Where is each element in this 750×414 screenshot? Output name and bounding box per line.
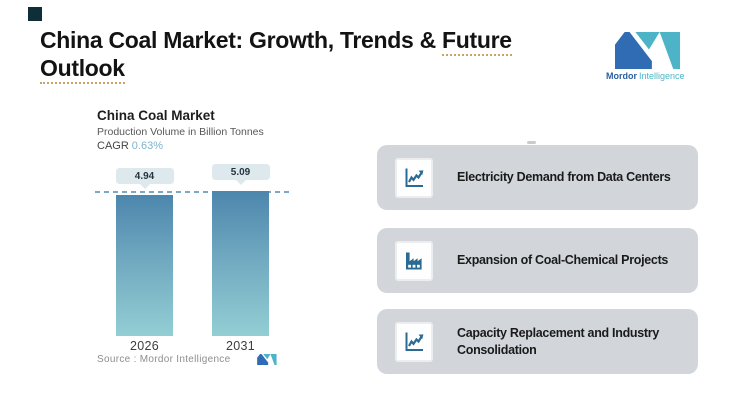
bar-2031: 5.09 2031 xyxy=(211,164,270,353)
x-axis-label-2026: 2026 xyxy=(129,339,160,353)
driver-card-label: Capacity Replacement and Industry Consol… xyxy=(457,326,659,357)
chart-title: China Coal Market xyxy=(97,108,215,123)
driver-card-electricity-demand[interactable]: Electricity Demand from Data Centers xyxy=(377,145,698,210)
cagr-label: CAGR xyxy=(97,140,129,152)
page-title: China Coal Market: Growth, Trends & Futu… xyxy=(40,26,512,84)
page-title-line2: Outlook xyxy=(40,55,125,84)
stray-mark xyxy=(527,141,536,144)
source-logo-icon xyxy=(257,354,278,365)
driver-card-coal-chemical[interactable]: Expansion of Coal-Chemical Projects xyxy=(377,228,698,293)
brand-name-light: Intelligence xyxy=(639,71,685,81)
source-row: Source : Mordor Intelligence xyxy=(97,354,278,365)
mordor-logo-icon xyxy=(615,32,681,69)
brand-name-bold: Mordor xyxy=(606,71,637,81)
factory-icon xyxy=(395,240,433,281)
mordor-logo-text: Mordor Intelligence xyxy=(606,71,685,81)
source-text: Source : Mordor Intelligence xyxy=(97,354,231,365)
bar-2026: 4.94 2026 xyxy=(115,168,174,353)
value-badge-2031: 5.09 xyxy=(211,164,270,180)
trend-chart-icon xyxy=(395,321,433,362)
driver-card-capacity-replacement[interactable]: Capacity Replacement and Industry Consol… xyxy=(377,309,698,374)
bar-plot: 4.94 2026 5.09 2031 xyxy=(95,164,300,353)
corner-square-decoration xyxy=(28,7,42,21)
driver-card-label: Electricity Demand from Data Centers xyxy=(457,170,671,185)
driver-card-label: Expansion of Coal-Chemical Projects xyxy=(457,253,669,268)
value-badge-2026: 4.94 xyxy=(115,168,174,185)
x-axis-label-2031: 2031 xyxy=(225,339,256,353)
reference-dashed-line xyxy=(95,191,292,193)
chart-cagr: CAGR 0.63% xyxy=(97,140,163,152)
cagr-value: 0.63% xyxy=(131,140,163,152)
driver-cards: Electricity Demand from Data Centers Exp… xyxy=(377,145,698,374)
page-title-text: China Coal Market: Growth, Trends & xyxy=(40,27,442,53)
mordor-logo: Mordor Intelligence xyxy=(606,32,705,81)
chart-subtitle: Production Volume in Billion Tonnes xyxy=(97,126,264,138)
trend-chart-icon xyxy=(395,157,433,198)
page-title-underlined-word: Future xyxy=(441,27,512,56)
